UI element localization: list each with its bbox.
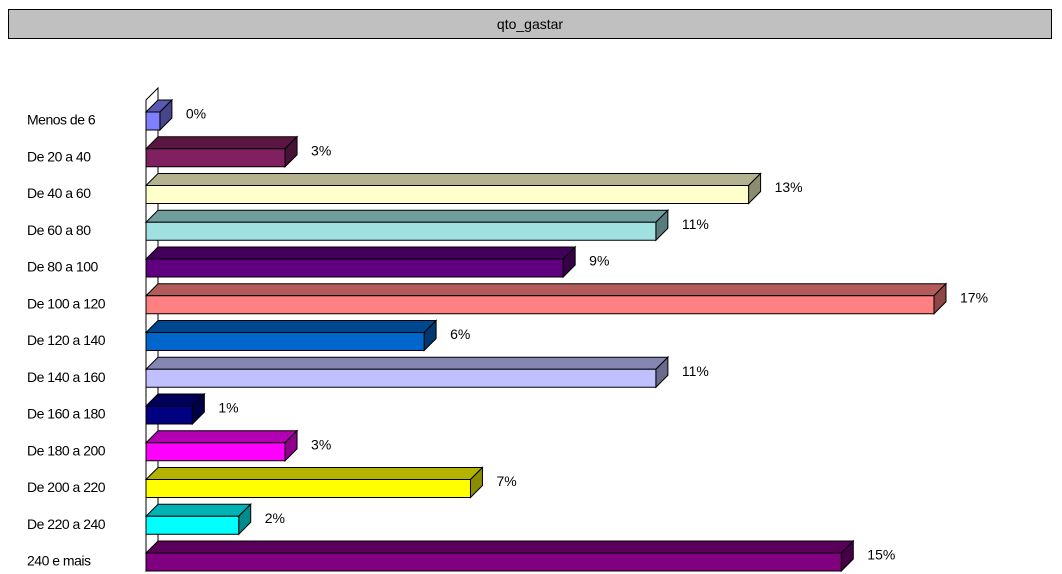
bar [145,515,240,535]
bar-top [144,540,855,554]
value-label: 2% [265,510,285,526]
bar-top [144,283,948,297]
bar [145,111,161,131]
category-label: 240 e mais [27,553,91,569]
value-label: 6% [450,326,470,342]
bar [145,332,425,351]
category-label: De 200 a 220 [27,479,106,495]
bar [145,479,471,498]
value-label: 11% [682,363,709,379]
bar [145,442,286,462]
category-label: De 180 a 200 [27,442,106,458]
category-label: De 80 a 100 [27,259,98,275]
bar-top [144,503,252,517]
category-label: De 100 a 120 [27,295,106,311]
value-label: 15% [867,547,895,563]
bar [145,221,657,241]
bar [145,405,193,425]
chart-title: qto_gastar [8,9,1052,39]
value-label: 17% [960,289,988,305]
bar [145,552,842,572]
bar-top [144,246,577,260]
bar-top [144,430,299,444]
category-label: Menos de 6 [27,112,96,128]
category-label: De 60 a 80 [27,222,91,238]
bar-top [144,173,762,186]
value-label: 0% [186,106,206,122]
value-label: 3% [311,142,331,158]
value-label: 7% [496,473,516,489]
category-label: De 160 a 180 [27,406,106,422]
category-label: De 20 a 40 [27,148,91,164]
bar-top [144,136,299,150]
value-label: 9% [589,253,609,269]
bar-top [144,467,484,480]
value-label: 1% [218,400,238,416]
bar-top [144,320,438,333]
bar-top [144,356,670,370]
bar-top [144,209,670,223]
value-label: 11% [682,216,709,232]
category-label: De 220 a 240 [27,516,106,532]
bar [145,148,286,168]
bar [145,185,750,204]
bar [145,295,935,315]
value-label: 13% [775,179,803,195]
value-label: 3% [311,436,331,452]
category-label: De 120 a 140 [27,332,106,348]
category-label: De 140 a 160 [27,369,106,385]
category-label: De 40 a 60 [27,185,91,201]
bar [145,368,657,388]
bar [145,258,564,278]
